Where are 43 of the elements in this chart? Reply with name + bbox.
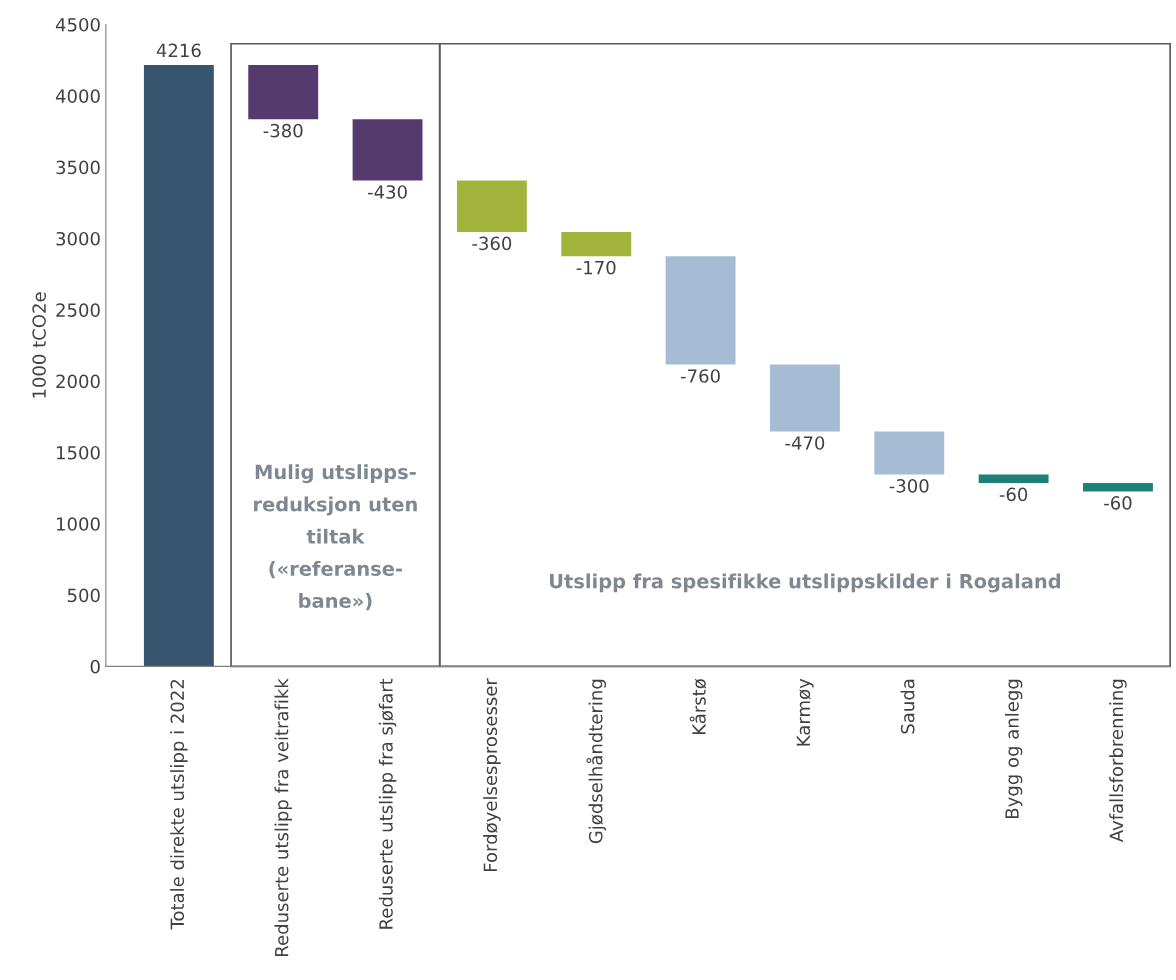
y-tick-label: 3000 — [56, 231, 100, 246]
x-tick-label: Bygg og anlegg — [1004, 679, 1023, 818]
annotation: Utslipp fra spesifikke utslippskilder i Rogaland — [550, 573, 1061, 593]
bar — [665, 256, 736, 365]
data-label: -300 — [889, 479, 929, 493]
bar — [874, 431, 945, 475]
x-tick-label: Avfallsforbrenning — [1109, 679, 1127, 843]
data-label: -380 — [263, 123, 303, 138]
bar — [978, 474, 1049, 483]
data-label: -760 — [680, 369, 720, 383]
x-tick-label: Kårstø — [689, 678, 707, 734]
data-label: 4216 — [156, 43, 201, 58]
x-tick-label: Totale direkte utslipp i 2022 — [170, 680, 188, 930]
bar — [352, 119, 423, 181]
x-tick-label: Fordøyelsesprosesser — [483, 678, 501, 871]
bar — [143, 65, 214, 667]
x-tick-label: Gjødselhåndtering — [586, 679, 607, 844]
bar — [561, 231, 632, 257]
x-tick-label: Reduserte utslipp fra veitrafikk — [274, 678, 292, 956]
x-tick-label: Reduserte utslipp fra sjøfart — [378, 678, 397, 929]
y-tick-label: 4000 — [55, 89, 100, 103]
data-label: -60 — [999, 487, 1028, 502]
x-tick-label: Karmøy — [796, 678, 814, 746]
y-tick-label: 500 — [67, 588, 100, 603]
bar — [769, 364, 840, 432]
data-label: -360 — [472, 236, 512, 251]
y-tick-label: 0 — [90, 659, 100, 674]
y-tick-label: 1500 — [57, 445, 100, 460]
y-tick-label: 4500 — [55, 17, 100, 32]
bar — [456, 180, 527, 232]
y-axis-title: 1000 tCO2e — [32, 292, 46, 398]
data-label: -430 — [367, 185, 407, 199]
bar — [248, 65, 319, 120]
data-label: -60 — [1104, 496, 1132, 510]
data-label: -470 — [785, 436, 825, 450]
x-tick-label: Sauda — [900, 679, 915, 734]
y-tick-label: 3500 — [56, 160, 100, 175]
data-label: -170 — [576, 260, 616, 275]
y-tick-label: 2500 — [56, 303, 100, 317]
y-tick-label: 1000 — [57, 517, 100, 531]
annotation: Mulig utslipps- reduksjon uten tiltak («referanse- bane») — [254, 464, 417, 611]
bar — [1083, 482, 1153, 492]
y-tick-label: 2000 — [56, 374, 100, 389]
